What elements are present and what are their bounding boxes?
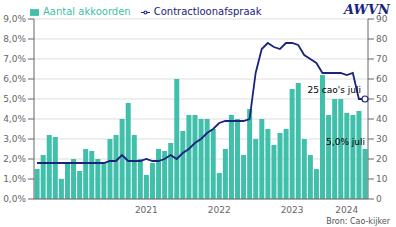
svg-text:2022: 2022 bbox=[208, 205, 231, 215]
svg-text:5,0% juli: 5,0% juli bbox=[326, 137, 365, 147]
svg-text:2023: 2023 bbox=[281, 205, 304, 215]
svg-text:6,0%: 6,0% bbox=[8, 74, 26, 84]
svg-text:30: 30 bbox=[376, 134, 388, 144]
svg-text:90: 90 bbox=[376, 14, 388, 25]
svg-text:10: 10 bbox=[376, 174, 388, 184]
svg-text:50: 50 bbox=[376, 94, 388, 104]
svg-text:0: 0 bbox=[376, 194, 382, 204]
svg-text:60: 60 bbox=[376, 74, 388, 84]
html-text:AWVN: AWVN bbox=[344, 2, 390, 17]
svg-text:1,0%: 1,0% bbox=[8, 174, 26, 184]
svg-text:5,0%: 5,0% bbox=[8, 94, 26, 104]
svg-text:70: 70 bbox=[376, 54, 388, 64]
svg-text:2,0%: 2,0% bbox=[8, 154, 26, 164]
svg-text:0,0%: 0,0% bbox=[8, 194, 26, 204]
svg-text:7,0%: 7,0% bbox=[8, 54, 26, 64]
svg-text:9,0%: 9,0% bbox=[8, 14, 26, 24]
svg-text:2021: 2021 bbox=[135, 205, 158, 215]
html-text:Contractloonafspraak: Contractloonafspraak bbox=[153, 6, 262, 17]
svg-text:4,0%: 4,0% bbox=[8, 114, 26, 124]
svg-text:3,0%: 3,0% bbox=[8, 134, 26, 144]
svg-text:40: 40 bbox=[376, 114, 388, 124]
svg-text:20: 20 bbox=[376, 154, 388, 164]
html-text:Aantal akkoorden: Aantal akkoorden bbox=[43, 6, 131, 17]
svg-text:2024: 2024 bbox=[335, 205, 358, 215]
svg-text:80: 80 bbox=[376, 34, 388, 44]
svg-text:25 cao's juli: 25 cao's juli bbox=[307, 85, 361, 95]
html-text:Bron: Cao-kijker: Bron: Cao-kijker bbox=[326, 217, 390, 226]
svg-text:8,0%: 8,0% bbox=[8, 34, 26, 44]
